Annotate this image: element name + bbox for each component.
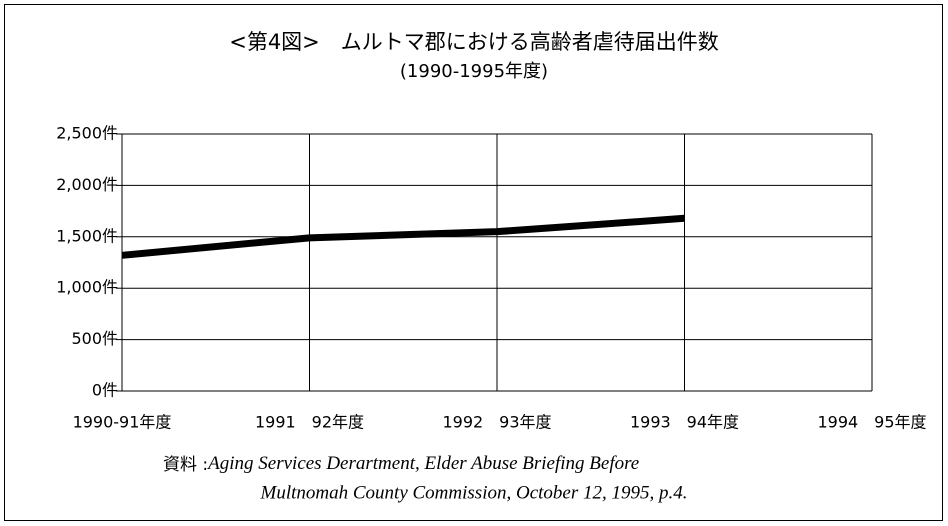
y-tick-label: 1,500件 <box>56 226 118 245</box>
y-tick-label: 0件 <box>92 381 118 400</box>
y-tick-label: 1,000件 <box>56 278 118 297</box>
chart-subtitle: (1990-1995年度) <box>400 61 548 82</box>
source-text: Multnomah County Commission, October 12,… <box>260 482 688 503</box>
x-tick-label: 1994 95年度 <box>817 413 926 432</box>
source-line: 資料 :Aging Services Derartment, Elder Abu… <box>163 453 639 475</box>
source-label: 資料 : <box>163 455 208 475</box>
x-tick-label: 1991 92年度 <box>255 413 364 432</box>
y-tick-label: 2,000件 <box>56 175 118 194</box>
source-text: Aging Services Derartment, Elder Abuse B… <box>206 453 639 474</box>
x-tick-label: 1992 93年度 <box>442 413 551 432</box>
data-line <box>121 214 685 259</box>
chart-title: <第4図> ムルトマ郡における高齢者虐待届出件数 <box>229 30 719 54</box>
x-tick-label: 1990-91年度 <box>73 413 172 432</box>
frame <box>4 4 943 521</box>
x-tick-label: 1993 94年度 <box>630 413 739 432</box>
y-tick-label: 2,500件 <box>56 124 118 143</box>
y-tick-label: 500件 <box>71 329 118 348</box>
